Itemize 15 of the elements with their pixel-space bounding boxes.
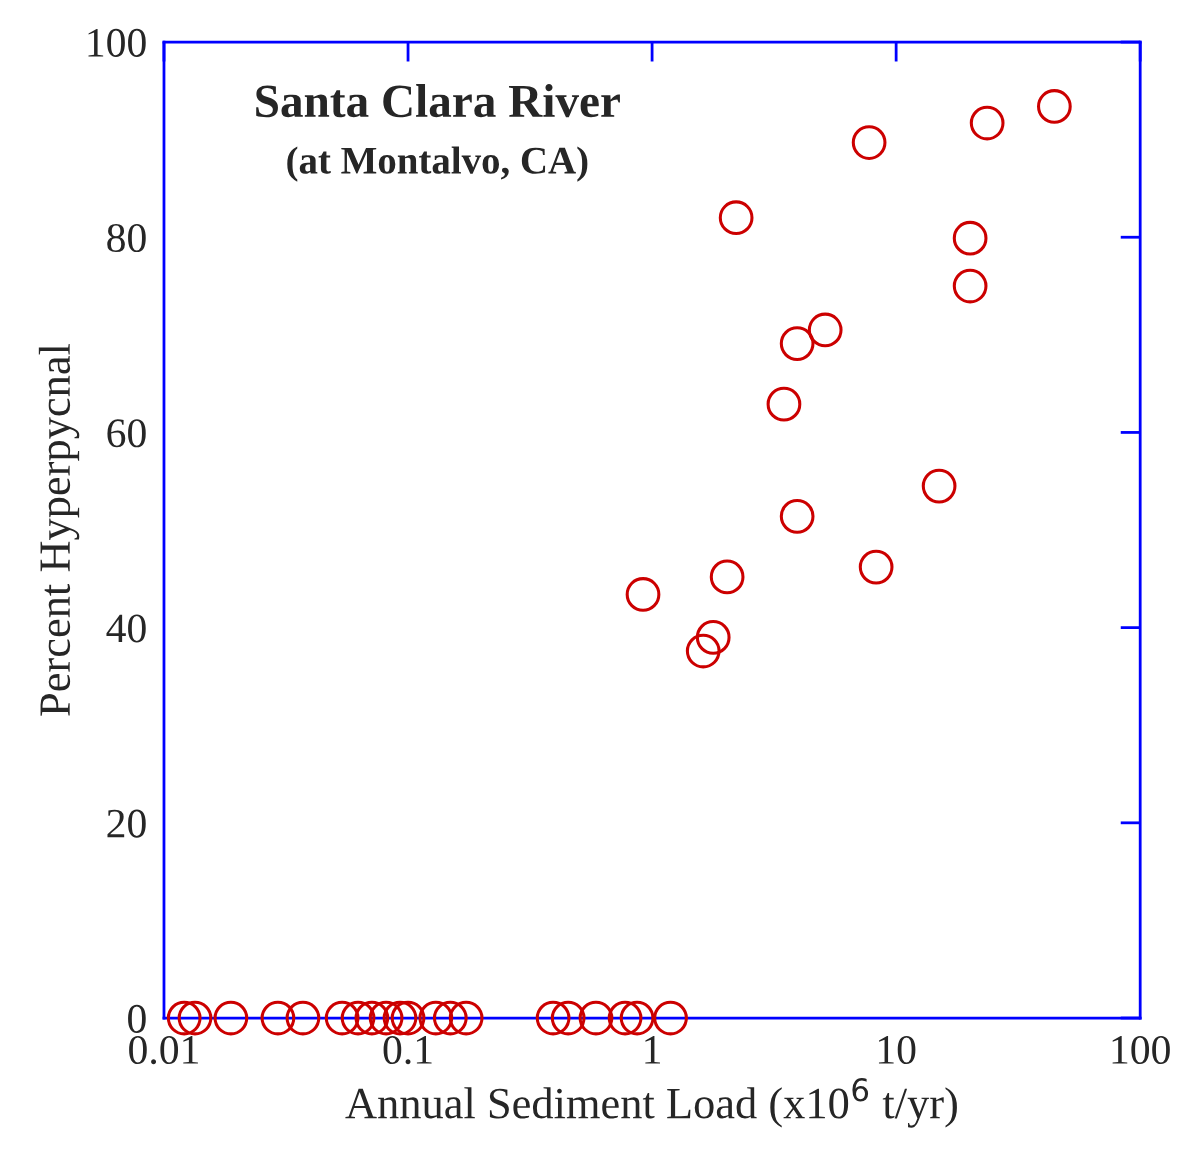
text: (at Montalvo, CA) xyxy=(287,146,588,182)
x-tick-label: 100 xyxy=(1112,1035,1170,1065)
y-tick-label: 100 xyxy=(88,28,146,57)
text: Santa Clara River xyxy=(256,84,620,118)
x-tick-label: 1 xyxy=(645,1036,660,1064)
y-tick-label: 80 xyxy=(107,223,146,253)
y-axis-title: Percent Hyperpycnal xyxy=(38,343,80,716)
y-tick-label: 60 xyxy=(107,419,146,448)
y-tick-label: 20 xyxy=(107,809,146,838)
x-tick-label: 10 xyxy=(878,1035,916,1065)
x-tick-label: 0.01 xyxy=(129,1035,198,1065)
y-tick-label: 40 xyxy=(106,614,146,643)
x-tick-label: 0.1 xyxy=(383,1035,432,1065)
y-tick-label: 0 xyxy=(128,1004,146,1033)
x-axis-title: Annual Sediment Load (x10$^{6}$ t/yr) xyxy=(345,1078,957,1128)
